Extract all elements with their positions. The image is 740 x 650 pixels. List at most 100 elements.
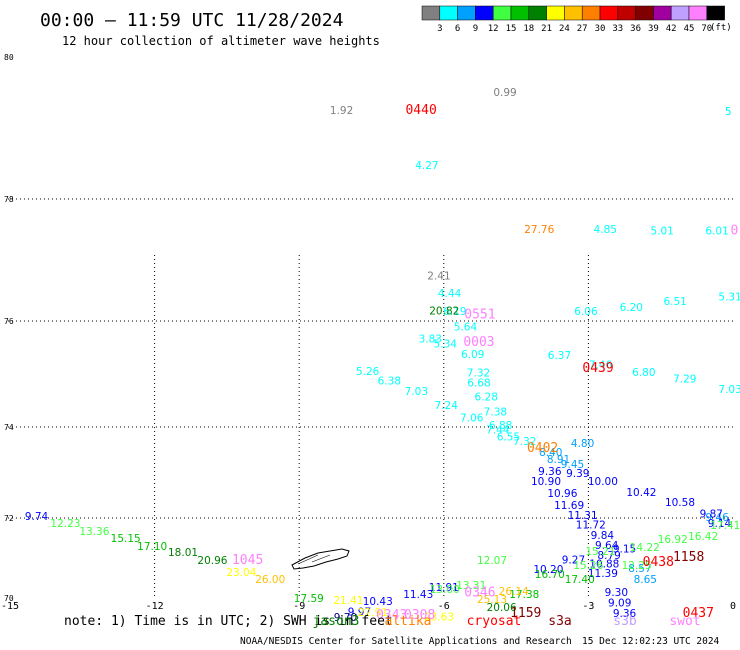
data-point-label: 20.96	[197, 555, 227, 567]
data-point-label: 7.03	[405, 386, 428, 398]
legend-swatch	[581, 5, 601, 21]
legend-swatch	[706, 5, 725, 21]
data-point-label: 6.68	[467, 378, 490, 390]
x-tick-label: -15	[1, 601, 19, 612]
data-point-label: 6.51	[663, 296, 686, 308]
data-point-label: 11.91	[429, 582, 459, 594]
data-point-label: 7.24	[435, 400, 459, 412]
data-point-label: 6.88	[489, 420, 512, 432]
track-time-label: 0	[731, 223, 739, 238]
data-point-label: 9.46	[705, 512, 729, 524]
data-point-label: 13.31	[456, 580, 486, 592]
legend-swatch	[670, 5, 690, 21]
data-point-label: 17.10	[137, 541, 167, 553]
legend-swatch	[510, 5, 530, 21]
y-tick-label: 76	[4, 317, 14, 326]
data-point-label: 23.63	[424, 611, 454, 623]
data-point-label: 16.42	[688, 531, 718, 543]
data-point-label: 7.32	[467, 368, 490, 380]
data-point-label: 6.38	[378, 376, 401, 388]
data-point-label: 7.44	[486, 424, 510, 436]
y-tick-label: 74	[4, 423, 14, 432]
data-point-label: 5.31	[718, 291, 740, 303]
color-legend: 3 6 9 12 15 18 21 24 27 30 33 36 39 42 45 70	[421, 5, 725, 34]
legend-label: 12	[488, 24, 499, 34]
legend-label: 21	[541, 24, 552, 34]
footer-note: note: 1) Time is in UTC; 2) SWH is in fe…	[64, 614, 393, 629]
data-points: 1.92 0.99 2.41 5 4.27 4.85 5.01 6.01 4.44 6.19 6.0…	[25, 87, 740, 624]
data-point-label: 6.06	[574, 306, 598, 318]
track-time-label: 0402	[527, 441, 558, 456]
data-point-label: 11.72	[576, 519, 606, 531]
track-time-labels: 0440043904380437115911580402104505510003…	[232, 103, 738, 623]
data-point-label: 3.83	[419, 334, 442, 346]
data-point-label: 17.38	[509, 589, 539, 601]
data-point-label: 5.64	[454, 322, 478, 334]
legend-label: 30	[595, 24, 606, 34]
legend-label: 18	[523, 24, 534, 34]
data-point-label: 4.80	[571, 438, 594, 450]
legend-label: 27	[577, 24, 588, 34]
legend-label: 15	[506, 24, 517, 34]
data-point-label: 10.90	[531, 476, 561, 488]
legend-label: 3	[437, 24, 442, 34]
data-point-label: 17.41	[710, 520, 740, 532]
data-point-label: 2.41	[427, 271, 450, 283]
data-point-label: 4.27	[415, 160, 438, 172]
footer-credit: NOAA/NESDIS Center for Satellite Applica…	[240, 636, 572, 647]
data-point-label: 9.27	[562, 555, 585, 567]
data-point-label: 12.23	[50, 518, 80, 530]
satellite-altika: altika	[385, 614, 432, 629]
legend-label: 9	[473, 24, 478, 34]
data-point-label: 17.40	[565, 574, 595, 586]
data-point-label: 5	[725, 106, 732, 118]
satellite-key: jason3 altika cryosat s3a s3b swot	[313, 614, 701, 629]
data-point-label: 21.41	[333, 595, 363, 607]
legend-swatch	[564, 5, 583, 21]
track-time-label: 1159	[510, 606, 541, 621]
data-point-label: 10.88	[589, 559, 619, 571]
track-time-label: 1045	[232, 553, 263, 568]
legend-label: 39	[648, 24, 659, 34]
data-point-label: 16.92	[658, 534, 688, 546]
data-point-label: 10.96	[547, 488, 577, 500]
data-point-label: 6.20	[620, 302, 643, 314]
legend-swatch	[492, 5, 512, 21]
data-point-label: 7.32	[513, 436, 536, 448]
data-point-label: 13.00	[430, 584, 460, 596]
track-time-label: 0343	[376, 608, 407, 623]
data-point-label: 27.76	[524, 224, 554, 236]
data-point-label: 5.26	[356, 366, 380, 378]
data-point-label: 11.31	[568, 510, 598, 522]
data-point-label: 5.01	[650, 225, 673, 237]
data-point-label: 9.74	[25, 511, 49, 523]
satellite-jason3: jason3	[313, 614, 360, 629]
data-point-label: 0.99	[493, 87, 516, 99]
legend-swatch	[546, 5, 565, 21]
data-point-label: 7.06	[460, 413, 484, 425]
legend-swatch	[653, 5, 672, 21]
x-tick-label: -12	[146, 601, 164, 612]
data-point-label: 11.43	[403, 589, 433, 601]
legend-label: 42	[666, 24, 677, 34]
legend-label: 33	[612, 24, 623, 34]
data-point-label: 8.40	[539, 447, 562, 459]
x-tick-label: -3	[582, 601, 594, 612]
data-point-label: 6.19	[443, 306, 466, 318]
satellite-cryosat: cryosat	[467, 614, 522, 629]
data-point-label: 8.91	[547, 454, 570, 466]
legend-swatch	[688, 5, 708, 21]
data-point-label: 9.15	[613, 543, 636, 555]
track-time-label: 0439	[582, 361, 613, 376]
data-point-label: 9.30	[605, 587, 628, 599]
satellite-swot: swot	[669, 614, 700, 629]
chart-subtitle: 12 hour collection of altimeter wave hei…	[62, 34, 380, 48]
legend-swatch	[635, 5, 654, 21]
data-point-label: 6.28	[475, 392, 498, 404]
chart-title: 00:00 — 11:59 UTC 11/28/2024	[40, 10, 343, 31]
y-tick-label: 80	[4, 53, 14, 62]
track-time-label: 0440	[405, 103, 436, 118]
data-point-label: 20.06	[487, 602, 517, 614]
legend-swatch	[457, 5, 476, 21]
